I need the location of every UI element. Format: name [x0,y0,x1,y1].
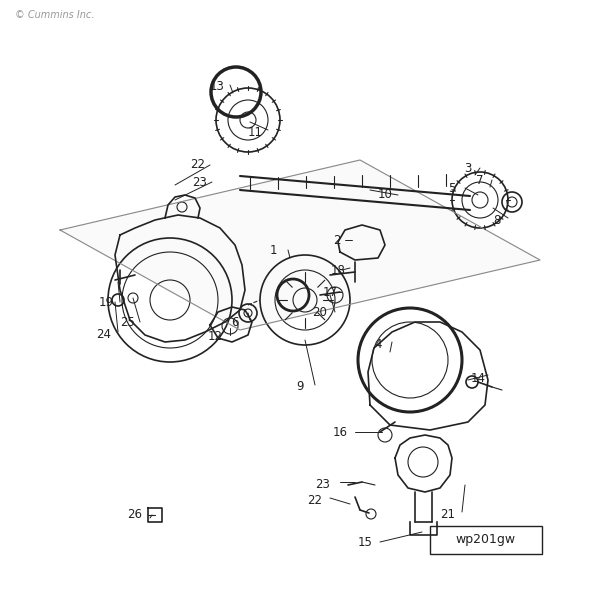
Text: 16: 16 [332,425,347,439]
Text: 26: 26 [128,509,143,521]
Text: 22: 22 [191,158,205,172]
Polygon shape [60,160,540,330]
Text: 13: 13 [209,79,224,92]
Text: 19: 19 [98,296,113,310]
FancyBboxPatch shape [430,526,542,554]
Text: 24: 24 [97,329,112,341]
Text: 10: 10 [377,188,392,202]
Text: 3: 3 [464,161,472,175]
Text: 22: 22 [308,493,323,506]
Text: 23: 23 [193,175,208,188]
Text: 11: 11 [248,125,263,139]
Text: 23: 23 [316,479,331,491]
Text: 9: 9 [296,380,304,394]
Text: 8: 8 [493,214,500,226]
Text: 4: 4 [374,337,382,350]
Text: © Cummins Inc.: © Cummins Inc. [15,10,94,20]
Text: 18: 18 [331,263,346,277]
Text: 5: 5 [448,181,455,194]
Text: 12: 12 [208,331,223,343]
Text: 14: 14 [470,371,485,385]
Text: 21: 21 [440,509,455,521]
Text: 20: 20 [313,307,328,319]
Text: 2: 2 [333,233,341,247]
Text: 7: 7 [476,173,484,187]
Text: 1: 1 [269,244,277,257]
Text: 15: 15 [358,536,373,550]
Text: wp201gw: wp201gw [456,533,516,547]
Text: 6: 6 [231,316,239,329]
Text: 25: 25 [121,317,136,329]
Text: 17: 17 [323,286,337,299]
